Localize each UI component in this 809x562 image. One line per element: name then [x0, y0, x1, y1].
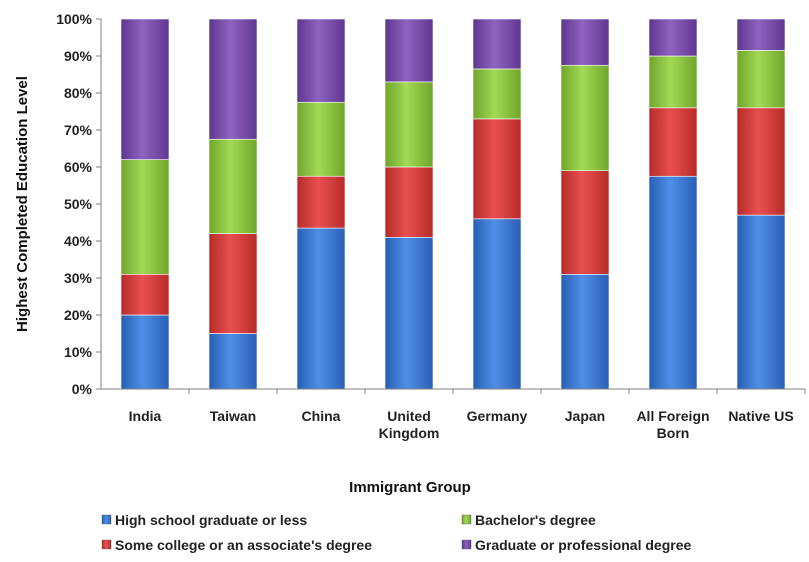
x-tick-label: Japan [565, 408, 605, 424]
bar-segment [384, 81, 434, 168]
bar-stack [736, 18, 786, 390]
bar-segment [648, 175, 698, 390]
bar-segment [736, 50, 786, 109]
bar-segment [560, 18, 610, 66]
bar-segment [472, 118, 522, 220]
x-tick-label: Taiwan [210, 408, 256, 424]
bar-segment [472, 18, 522, 70]
bar-segment [384, 237, 434, 390]
legend-label: High school graduate or less [115, 512, 307, 528]
x-axis: India Taiwan China United Kingdom Germany Japa… [101, 388, 806, 441]
bars [120, 18, 786, 390]
legend-item: Graduate or professional degree [461, 537, 691, 553]
legend-label: Graduate or professional degree [475, 537, 691, 553]
y-tick-label: 50% [64, 196, 93, 212]
bar-stack [384, 18, 434, 390]
bar-segment [648, 107, 698, 177]
y-tick-label: 0% [72, 381, 93, 397]
legend-swatch [101, 539, 112, 550]
bar-stack [120, 18, 170, 390]
bar-stack [208, 18, 258, 390]
legend-swatch [461, 539, 472, 550]
bar-segment [560, 273, 610, 390]
bar-segment [120, 159, 170, 275]
legend-item: Bachelor's degree [461, 512, 596, 528]
y-tick-label: 10% [64, 344, 93, 360]
bar-segment [560, 64, 610, 171]
x-tick-label: Native US [728, 408, 793, 424]
y-tick-label: 80% [64, 85, 93, 101]
legend-label: Bachelor's degree [475, 512, 596, 528]
y-axis-title: Highest Completed Education Level [14, 76, 31, 332]
bar-segment [296, 18, 346, 103]
bar-segment [736, 18, 786, 51]
bar-segment [120, 314, 170, 390]
bar-segment [208, 138, 258, 234]
bar-segment [296, 175, 346, 229]
bar-segment [120, 18, 170, 160]
bar-segment [560, 170, 610, 275]
bar-segment [648, 18, 698, 57]
bar-segment [296, 101, 346, 177]
bar-segment [120, 273, 170, 316]
x-tick-label: Germany [467, 408, 528, 424]
bar-segment [208, 233, 258, 334]
bar-segment [208, 18, 258, 140]
legend-item: High school graduate or less [101, 512, 307, 528]
bar-segment [736, 214, 786, 390]
y-tick-label: 60% [64, 159, 93, 175]
legend: High school graduate or less Some college… [101, 512, 691, 553]
x-axis-title: Immigrant Group [349, 479, 471, 496]
legend-swatch [461, 514, 472, 525]
legend-swatch [101, 514, 112, 525]
bar-segment [472, 218, 522, 390]
bar-stack [560, 18, 610, 390]
bar-segment [648, 55, 698, 109]
bar-stack [296, 18, 346, 390]
bar-segment [208, 333, 258, 390]
bar-segment [736, 107, 786, 216]
bar-stack [472, 18, 522, 390]
y-axis: 0% 10% 20% 30% 40% 50% 60% 70% 80% 90% 100% [56, 11, 102, 397]
bar-stack [648, 18, 698, 390]
y-tick-label: 20% [64, 307, 93, 323]
legend-label: Some college or an associate's degree [115, 537, 372, 553]
legend-item: Some college or an associate's degree [101, 537, 372, 553]
y-tick-label: 100% [56, 11, 92, 27]
x-tick-label: India [129, 408, 162, 424]
bar-segment [296, 227, 346, 390]
bar-segment [384, 18, 434, 83]
y-tick-label: 90% [64, 48, 93, 64]
y-tick-label: 40% [64, 233, 93, 249]
x-tick-label: China [302, 408, 341, 424]
y-tick-label: 70% [64, 122, 93, 138]
x-tick-label: All Foreign Born [636, 408, 709, 441]
x-tick-label: United Kingdom [379, 408, 440, 441]
bar-segment [472, 68, 522, 120]
y-tick-label: 30% [64, 270, 93, 286]
bar-segment [384, 166, 434, 238]
